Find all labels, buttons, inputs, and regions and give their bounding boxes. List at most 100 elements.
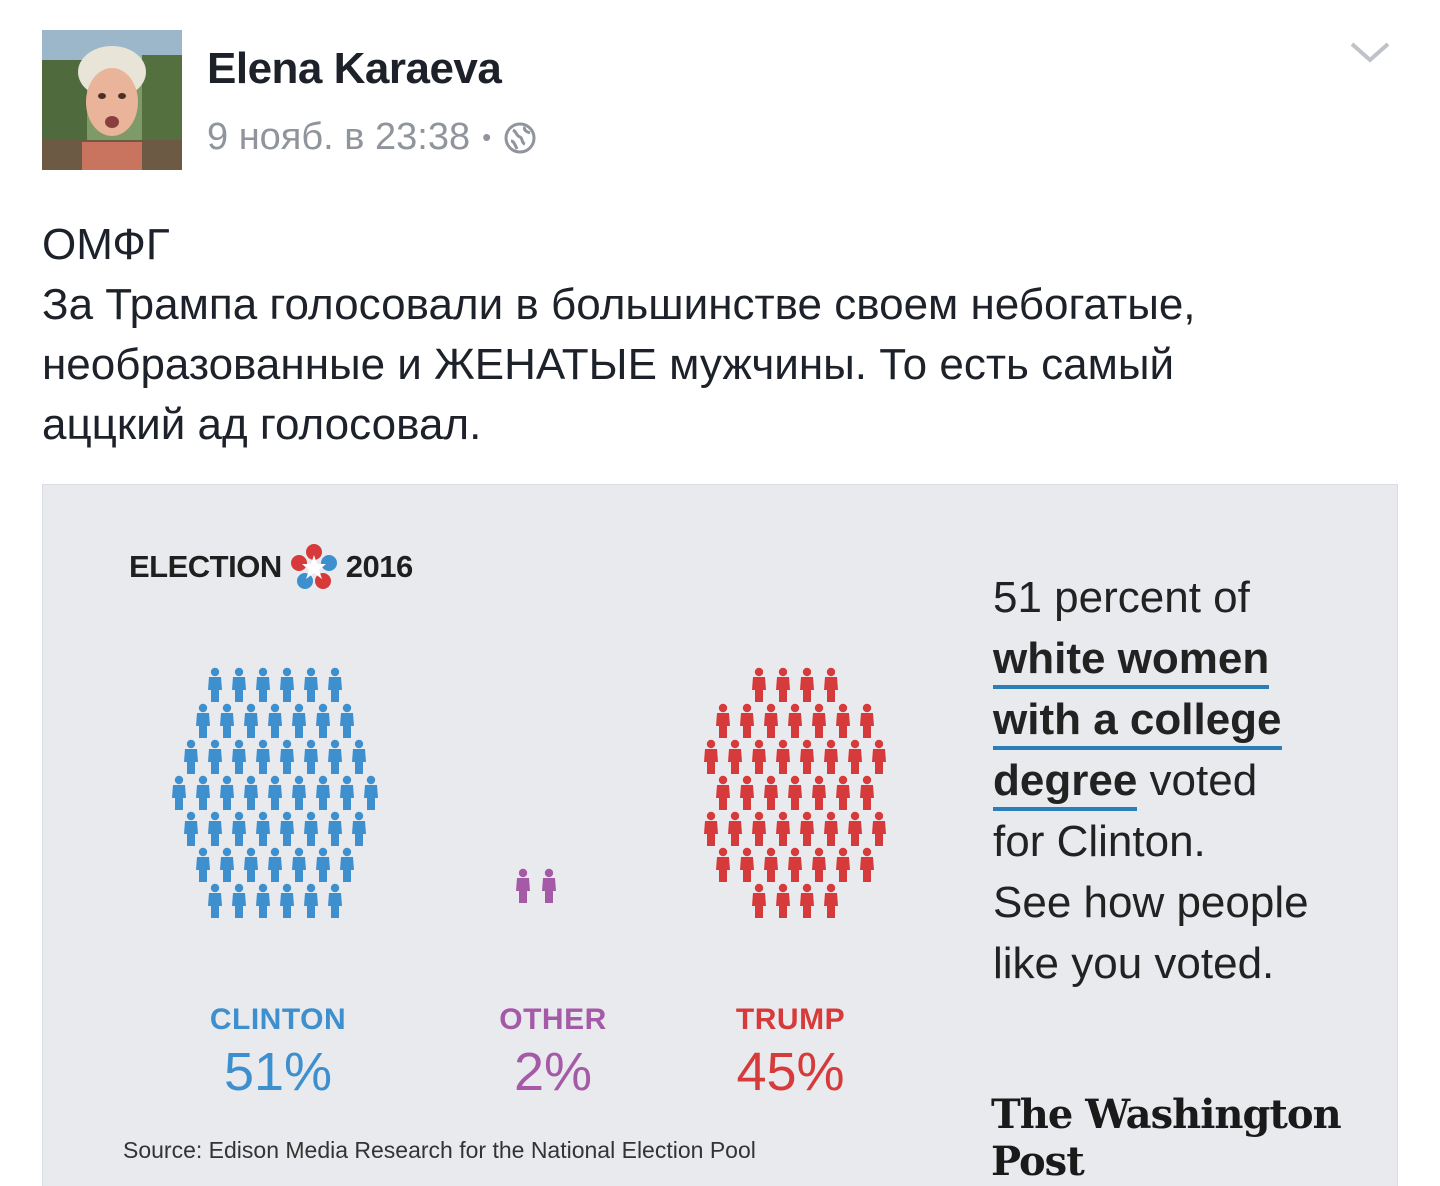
other-percent: 2% (513, 1042, 593, 1102)
clinton-figure (292, 775, 306, 810)
clinton-figure (196, 703, 210, 738)
trump-label: TRUMP (735, 1003, 846, 1036)
clinton-figure (352, 739, 366, 774)
clinton-figure (316, 703, 330, 738)
election-star-icon (290, 544, 337, 589)
clinton-figure (328, 739, 342, 774)
clinton-figure (256, 667, 270, 702)
trump-figure (752, 739, 766, 774)
trump-figure (728, 739, 742, 774)
clinton-figure (328, 667, 342, 702)
globe-icon (504, 122, 536, 153)
clinton-figure (208, 811, 222, 846)
trump-figure (872, 739, 886, 774)
trump-figure (812, 847, 826, 882)
clinton-figure (256, 811, 270, 846)
trump-figure (824, 739, 838, 774)
post-meta: 9 нояб. в 23:38 • (207, 116, 537, 159)
trump-figure (740, 703, 754, 738)
clinton-figure (220, 847, 234, 882)
trump-figure (776, 739, 790, 774)
clinton-figure (340, 847, 354, 882)
trump-figure (800, 883, 814, 918)
clinton-figure (328, 811, 342, 846)
trump-figure (848, 739, 862, 774)
clinton-figure (316, 775, 330, 810)
trump-figure (704, 739, 718, 774)
trump-figure (740, 847, 754, 882)
clinton-figure (232, 811, 246, 846)
clinton-percent: 51% (223, 1042, 333, 1102)
infographic: ELECTION 2016 CLINTON 51% OTHER 2% TRUMP… (43, 485, 1397, 1186)
clinton-figure (280, 667, 294, 702)
caption-line: like you voted. (993, 939, 1275, 988)
other-label: OTHER (499, 1003, 607, 1036)
clinton-figure (328, 883, 342, 918)
caption-line: See how people (993, 878, 1309, 927)
caption-text: voted (1137, 756, 1258, 805)
clinton-figure (256, 883, 270, 918)
post-text-line: аццкий ад голосовал. (42, 400, 482, 449)
chevron-down-icon[interactable] (1346, 38, 1394, 68)
trump-figure (716, 847, 730, 882)
clinton-figure (340, 775, 354, 810)
clinton-figure (316, 847, 330, 882)
avatar-image (42, 30, 182, 170)
trump-figure (716, 703, 730, 738)
trump-figure (812, 703, 826, 738)
trump-figure (716, 775, 730, 810)
clinton-figure (196, 847, 210, 882)
election-logo-text: ELECTION (129, 549, 282, 584)
clinton-label: CLINTON (209, 1003, 347, 1036)
trump-figure (788, 775, 802, 810)
election-year: 2016 (345, 549, 413, 584)
other-figure (516, 868, 530, 903)
avatar[interactable] (42, 30, 182, 170)
clinton-figure (364, 775, 378, 810)
trump-figure (776, 811, 790, 846)
attached-image[interactable]: ELECTION 2016 CLINTON 51% OTHER 2% TRUMP… (42, 484, 1398, 1186)
post-timestamp[interactable]: 9 нояб. в 23:38 (207, 116, 471, 158)
trump-figure (836, 847, 850, 882)
post-text-line: необразованные и ЖЕНАТЫЕ мужчины. То ест… (42, 340, 1175, 389)
post-text-line: ОМФГ (42, 220, 170, 269)
clinton-figure (304, 883, 318, 918)
clinton-figure (220, 703, 234, 738)
trump-figure (812, 775, 826, 810)
trump-figure (752, 883, 766, 918)
trump-figure (824, 883, 838, 918)
clinton-figure (352, 811, 366, 846)
trump-figure (764, 703, 778, 738)
trump-figure (776, 667, 790, 702)
meta-separator: • (482, 122, 492, 152)
post-text-line: За Трампа голосовали в большинстве своем… (42, 280, 1196, 329)
clinton-figure (208, 739, 222, 774)
other-figure (542, 868, 556, 903)
clinton-figure (256, 739, 270, 774)
clinton-figure (268, 703, 282, 738)
trump-figure (848, 811, 862, 846)
trump-figure (872, 811, 886, 846)
clinton-figure (232, 739, 246, 774)
clinton-figure (184, 739, 198, 774)
trump-figure (764, 847, 778, 882)
author-name[interactable]: Elena Karaeva (207, 44, 502, 93)
clinton-figure (268, 775, 282, 810)
trump-figure (800, 739, 814, 774)
election-logo: ELECTION 2016 (129, 543, 413, 591)
clinton-figure (220, 775, 234, 810)
trump-figure (788, 703, 802, 738)
trump-figure (728, 811, 742, 846)
trump-figure (764, 775, 778, 810)
clinton-figure (232, 883, 246, 918)
trump-figure (788, 847, 802, 882)
clinton-figure (196, 775, 210, 810)
trump-figure (860, 847, 874, 882)
post-body: ОМФГ За Трампа голосовали в большинстве … (42, 215, 1402, 455)
clinton-figure (244, 703, 258, 738)
trump-percent: 45% (736, 1042, 845, 1102)
source-note: Source: Edison Media Research for the Na… (123, 1137, 756, 1163)
trump-figure (860, 703, 874, 738)
caption-line: 51 percent of (993, 573, 1250, 622)
clinton-figure (232, 667, 246, 702)
